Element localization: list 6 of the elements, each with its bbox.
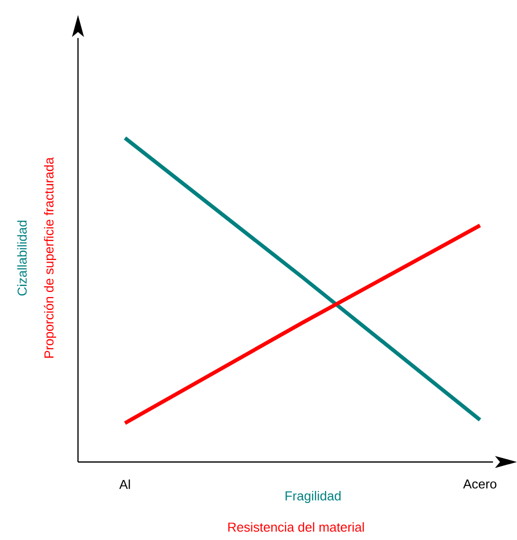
x-axis-title: Resistencia del material [228,522,364,532]
text: Cizallabilidad [17,220,27,296]
text: Fragilidad [286,490,341,504]
x-tick-label: Acero [463,480,496,489]
x-tick-label: Al [119,480,130,489]
text: Proporción de superficie fracturada [44,157,56,358]
